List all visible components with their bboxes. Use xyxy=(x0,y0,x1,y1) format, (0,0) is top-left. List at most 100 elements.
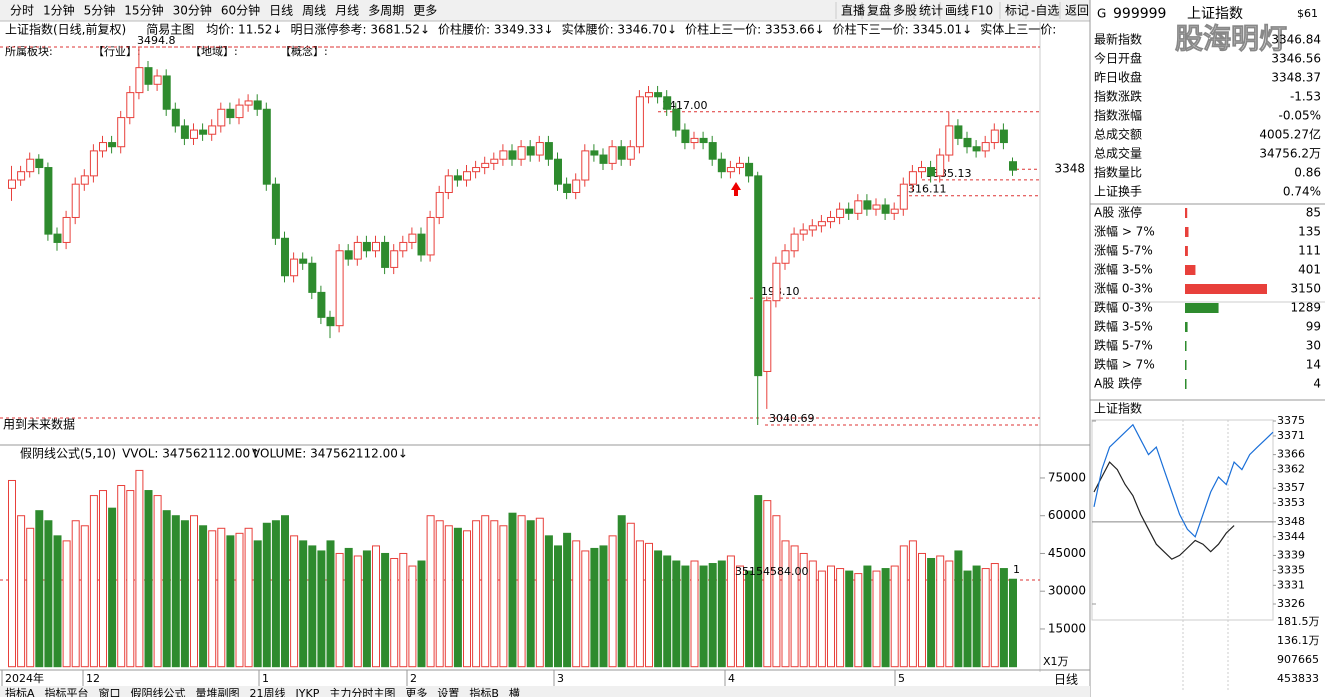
bottom-tab[interactable]: 主力分时主图 xyxy=(329,687,395,697)
volume-bar xyxy=(936,555,945,668)
bottom-tab[interactable]: 量堆副图 xyxy=(196,687,240,697)
candle-body xyxy=(190,129,198,139)
toolbar-button[interactable]: 60分钟 xyxy=(221,3,260,18)
y-tick-label: 3326 xyxy=(1277,597,1305,610)
volume-bar xyxy=(608,535,617,668)
volume-bar xyxy=(89,495,98,668)
toolbar-button[interactable]: F10 xyxy=(971,4,993,18)
note: 用到未来数据 xyxy=(3,417,75,432)
bottom-tab[interactable]: 更多 xyxy=(405,686,427,697)
candle-body xyxy=(808,225,817,231)
bottom-tab[interactable]: 假阴线公式 xyxy=(131,686,186,697)
candle-body xyxy=(390,250,399,268)
toolbar-button[interactable]: 日线 xyxy=(269,4,293,18)
volume-bar xyxy=(362,550,371,668)
breadth-bar xyxy=(1185,265,1196,275)
template-name: 简易主图 xyxy=(146,23,194,37)
toolbar-button[interactable]: 周线 xyxy=(302,4,326,18)
quote-label: 指数量比 xyxy=(1094,165,1142,180)
bottom-tab[interactable]: 指标A xyxy=(5,686,35,697)
bottom-tab[interactable]: 指标平台 xyxy=(45,686,89,697)
breadth-label: 涨幅 3-5% xyxy=(1094,262,1153,277)
bottom-tab[interactable]: 窗口 xyxy=(99,686,121,697)
breadth-value: 30 xyxy=(1306,339,1321,353)
volume-bar xyxy=(963,570,972,668)
candle-body xyxy=(463,171,471,181)
volume-bar xyxy=(26,527,35,668)
bottom-tab[interactable]: 横 xyxy=(509,686,520,697)
toolbar-button[interactable]: 更多 xyxy=(413,4,437,18)
toolbar-button[interactable]: 月线 xyxy=(335,4,359,18)
candle-body xyxy=(736,162,744,169)
volume-bar xyxy=(845,570,854,668)
bottom-tab[interactable]: 21周线 xyxy=(250,686,286,697)
volume-bar xyxy=(80,525,89,668)
candle-body xyxy=(71,183,80,218)
y-tick-label: 3357 xyxy=(1277,481,1305,494)
volume-bar xyxy=(654,550,663,668)
volume-bar xyxy=(672,560,681,668)
y-tick-label: 3339 xyxy=(1277,548,1305,561)
candle-body xyxy=(253,100,262,110)
volume-bar xyxy=(990,563,999,668)
bottom-tab[interactable]: 指标B xyxy=(469,686,499,697)
candle-body xyxy=(708,142,717,160)
volume-bar xyxy=(126,490,135,668)
volume-bar xyxy=(645,542,653,668)
breadth-bar xyxy=(1185,284,1267,294)
breadth-label: 跌幅 0-3% xyxy=(1094,300,1153,315)
toolbar-button[interactable]: 分时 xyxy=(10,4,34,18)
toolbar-button[interactable]: 15分钟 xyxy=(124,3,163,18)
breadth-bar xyxy=(1185,208,1188,218)
toolbar-button[interactable]: 统计 xyxy=(919,4,943,18)
candle-body xyxy=(417,233,426,256)
toolbar-button[interactable]: -自选 xyxy=(1031,4,1059,18)
quote-label: 上证换手 xyxy=(1094,185,1142,199)
candle-body xyxy=(672,108,681,131)
toolbar-bg xyxy=(0,0,1090,21)
candle-body xyxy=(799,229,808,235)
volume-bar xyxy=(372,545,380,668)
quote-label: 指数涨幅 xyxy=(1094,108,1142,123)
candle-body xyxy=(435,192,444,218)
toolbar-button[interactable]: 5分钟 xyxy=(84,3,116,18)
candle-body xyxy=(472,167,481,173)
unit-label: X1万 xyxy=(1043,655,1069,668)
volume-bar xyxy=(908,540,917,668)
toolbar-button[interactable]: 30分钟 xyxy=(173,3,212,18)
quote-value: 3348.37 xyxy=(1271,71,1321,85)
volume-bar xyxy=(535,517,544,668)
breadth-bar xyxy=(1185,246,1188,256)
candle-body xyxy=(854,200,863,214)
bottom-tab[interactable]: JYKP xyxy=(295,687,320,697)
volume-bar xyxy=(135,469,144,668)
volume-bar xyxy=(217,527,226,668)
toolbar-button[interactable]: 复盘 xyxy=(867,3,891,18)
date-label: 3 xyxy=(557,672,564,685)
breadth-label: 涨幅 5-7% xyxy=(1094,243,1153,258)
toolbar-button[interactable]: 直播 xyxy=(841,4,865,18)
volume-bar xyxy=(353,555,362,668)
volume-bar xyxy=(490,520,499,668)
candle-body xyxy=(35,158,44,169)
toolbar-button[interactable]: 1分钟 xyxy=(43,3,75,18)
candle-body xyxy=(408,233,417,243)
toolbar-button[interactable]: 多周期 xyxy=(368,4,404,18)
volume-bar xyxy=(62,540,71,668)
volume-bar xyxy=(544,535,553,668)
candle-body xyxy=(617,146,626,160)
candle-body xyxy=(918,167,926,173)
toolbar-button[interactable]: 画线 xyxy=(945,4,969,18)
toolbar-button[interactable]: 返回 xyxy=(1065,4,1089,18)
candle-body xyxy=(335,250,344,327)
bottom-tab[interactable]: 设置 xyxy=(437,687,459,697)
volume-bar xyxy=(335,552,344,668)
candle-body xyxy=(208,125,217,135)
candle-body xyxy=(290,258,299,277)
volume-bar xyxy=(890,565,899,668)
toolbar-button[interactable]: 标记 xyxy=(1005,4,1029,18)
quote-value: 3346.56 xyxy=(1271,52,1321,66)
volume-bar xyxy=(108,507,117,668)
toolbar-button[interactable]: 多股 xyxy=(893,4,917,18)
quote-label: 最新指数 xyxy=(1094,32,1142,47)
